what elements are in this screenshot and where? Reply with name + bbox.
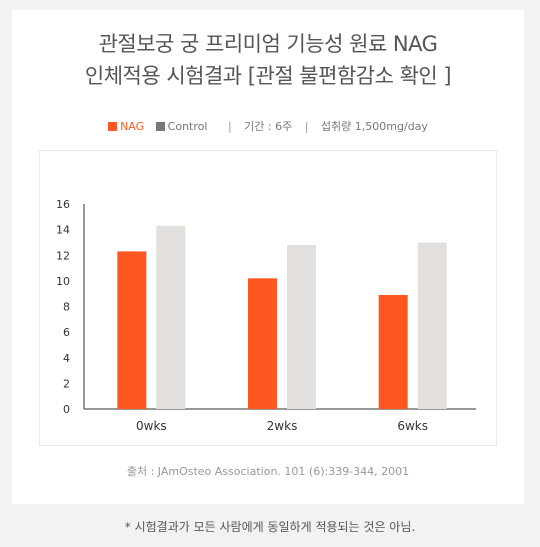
y-tick-label: 4 <box>63 352 70 365</box>
footnote: * 시험결과가 모든 사람에게 동일하게 적용되는 것은 아님. <box>124 520 416 534</box>
legend-item-control: Control <box>155 120 208 133</box>
bar-control-2wks <box>287 245 316 409</box>
bar-control-0wks <box>156 225 186 409</box>
bar-nag-0wks <box>117 251 147 409</box>
bar-nag-6wks <box>378 294 408 409</box>
chart-card: 관절보궁 궁 프리미엄 기능성 원료 NAG 인체적용 시험결과 [관절 불편함… <box>12 10 524 504</box>
bar-nag-2wks <box>248 278 277 409</box>
x-tick-label: 2wks <box>267 419 298 433</box>
legend-swatch-control <box>155 122 165 131</box>
bar-control-6wks <box>417 242 447 409</box>
legend-separator: | <box>227 120 232 133</box>
bar-chart: 0 2 4 6 8 10 12 14 16 0wks 2wks 6wks <box>56 198 476 433</box>
chart-title: 관절보궁 궁 프리미엄 기능성 원료 NAG 인체적용 시험결과 [관절 불편함… <box>12 28 524 92</box>
y-tick-label: 16 <box>56 198 70 211</box>
legend-swatch-nag <box>108 122 118 131</box>
legend-separator: | <box>304 120 309 133</box>
source-citation: 출처 : JAmOsteo Association. 101 (6):339-3… <box>126 465 410 478</box>
x-tick-label: 6wks <box>397 419 428 433</box>
y-tick-label: 12 <box>56 249 70 262</box>
y-tick-label: 0 <box>63 403 70 416</box>
y-tick-label: 10 <box>56 275 70 288</box>
legend: NAG Control | 기간 : 6주 | 섭취량 1,500mg/day <box>12 118 524 134</box>
y-tick-label: 8 <box>63 301 70 314</box>
y-tick-label: 2 <box>63 377 70 390</box>
legend-label-control: Control <box>167 120 208 133</box>
plot-area: 0 2 4 6 8 10 12 14 16 0wks 2wks 6wks <box>39 150 497 446</box>
y-tick-label: 6 <box>63 326 70 339</box>
legend-period: 기간 : 6주 <box>244 120 293 133</box>
legend-item-nag: NAG <box>108 120 144 133</box>
title-line-1: 관절보궁 궁 프리미엄 기능성 원료 NAG <box>98 32 438 56</box>
y-tick-label: 14 <box>56 224 70 237</box>
x-tick-label: 0wks <box>136 419 167 433</box>
title-line-2: 인체적용 시험결과 [관절 불편함감소 확인 ] <box>84 64 452 88</box>
legend-dose: 섭취량 1,500mg/day <box>320 120 428 133</box>
legend-label-nag: NAG <box>120 120 145 133</box>
